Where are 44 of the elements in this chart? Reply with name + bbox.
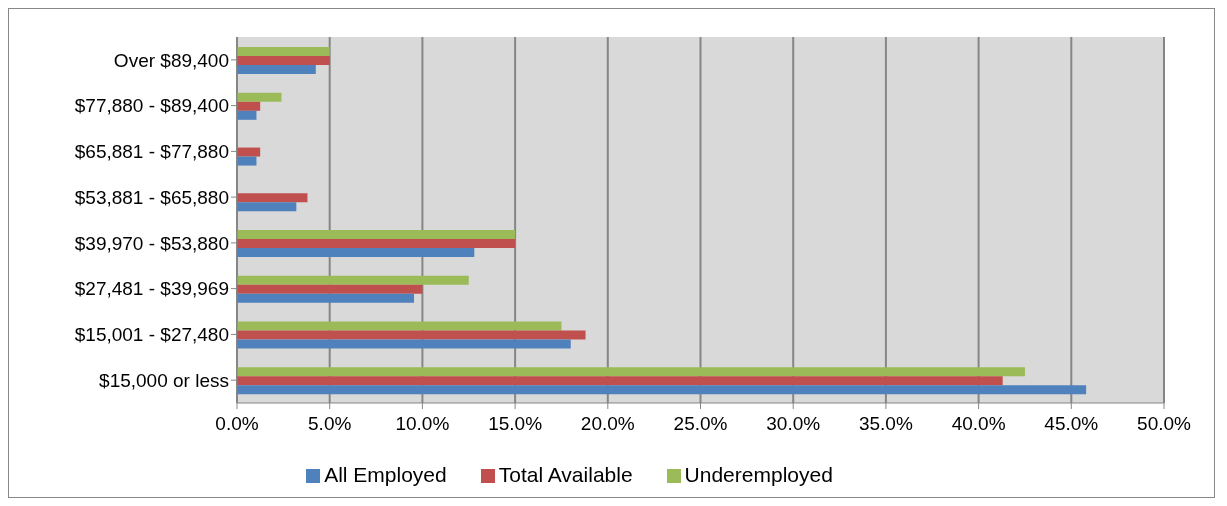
bar (237, 385, 1087, 395)
y-tick-label: $77,880 - $89,400 (74, 95, 229, 117)
x-tick-label: 40.0% (951, 413, 1006, 435)
bar (237, 321, 562, 331)
y-tick-label: $15,001 - $27,480 (74, 324, 229, 346)
legend-label: Total Available (498, 463, 633, 486)
bar (237, 47, 330, 57)
x-tick-label: 25.0% (673, 413, 728, 435)
bar (237, 275, 469, 285)
bar (237, 376, 1003, 386)
bar (237, 101, 261, 111)
bar (237, 293, 415, 303)
legend-label: All Employed (324, 463, 447, 486)
bar (237, 239, 516, 249)
x-tick-label: 35.0% (858, 413, 913, 435)
bar (237, 193, 308, 203)
bar (237, 92, 282, 102)
bar (237, 367, 1025, 377)
y-tick-label: $15,000 or less (99, 369, 229, 391)
bar (237, 202, 297, 212)
bar (237, 65, 316, 75)
x-tick-label: 5.0% (308, 413, 352, 435)
bar (237, 330, 586, 340)
y-tick-label: $53,881 - $65,880 (74, 186, 229, 208)
bar (237, 339, 571, 349)
y-tick-label: $39,970 - $53,880 (74, 232, 229, 254)
bar (237, 56, 330, 66)
x-tick-label: 50.0% (1137, 413, 1192, 435)
x-tick-label: 15.0% (488, 413, 543, 435)
bar (237, 110, 257, 120)
bar (237, 147, 261, 157)
legend-label: Underemployed (684, 463, 833, 486)
y-tick-label: Over $89,400 (113, 49, 229, 71)
bar (237, 156, 257, 166)
bar (237, 230, 516, 240)
y-tick-label: $27,481 - $39,969 (74, 278, 229, 300)
x-tick-label: 0.0% (215, 413, 259, 435)
x-tick-label: 30.0% (766, 413, 821, 435)
bar (237, 248, 475, 258)
y-tick-label: $65,881 - $77,880 (74, 141, 229, 163)
x-tick-label: 45.0% (1044, 413, 1099, 435)
bar (237, 284, 423, 294)
x-tick-label: 20.0% (580, 413, 635, 435)
x-tick-label: 10.0% (395, 413, 450, 435)
